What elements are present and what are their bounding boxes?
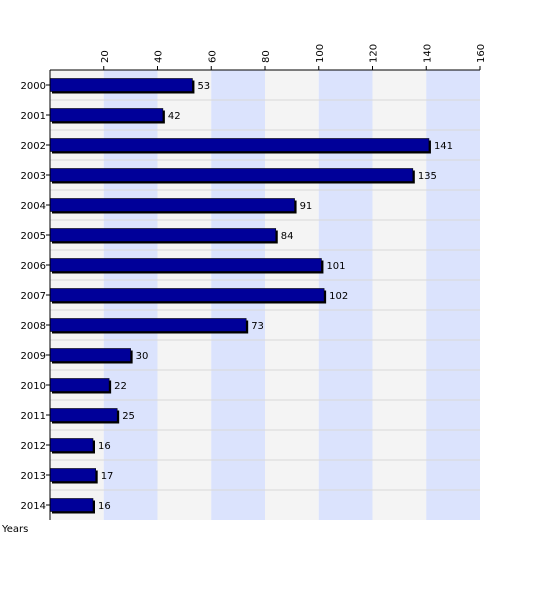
bar-value-label: 16 bbox=[98, 441, 111, 452]
category-label: 2000 bbox=[21, 81, 46, 92]
x-tick-label: 40 bbox=[154, 50, 165, 63]
bar bbox=[49, 198, 295, 212]
bar-value-label: 53 bbox=[197, 81, 210, 92]
x-tick-label: 140 bbox=[422, 44, 433, 63]
bar-value-label: 84 bbox=[281, 231, 294, 242]
bar-value-label: 135 bbox=[418, 171, 437, 182]
category-label: 2008 bbox=[21, 321, 46, 332]
bar bbox=[49, 498, 94, 512]
bar-value-label: 17 bbox=[101, 471, 114, 482]
row-gridlines bbox=[50, 99, 480, 491]
x-tick-label: 60 bbox=[207, 50, 218, 63]
category-label: 2014 bbox=[21, 501, 46, 512]
category-labels: 2000 2001 2002 2003 2004 2005 2006 2007 2008 2009… bbox=[21, 81, 50, 512]
x-axis-ticks: 20 40 60 80 100 120 140 160 bbox=[100, 44, 487, 70]
x-tick-label: 100 bbox=[315, 44, 326, 63]
bar bbox=[49, 468, 96, 482]
category-label: 2005 bbox=[21, 231, 46, 242]
bars: 53 42 141 135 91 84 101 102 73 30 22 25 16 17 16 bbox=[49, 78, 453, 514]
bar-value-label: 101 bbox=[326, 261, 345, 272]
category-label: 2004 bbox=[21, 201, 46, 212]
bar-value-label: 42 bbox=[168, 111, 181, 122]
band-120 bbox=[372, 70, 427, 520]
bar bbox=[49, 258, 322, 272]
x-tick-label: 20 bbox=[100, 50, 111, 63]
category-label: 2007 bbox=[21, 291, 46, 302]
bar bbox=[49, 228, 277, 242]
y-axis-title: Years bbox=[1, 524, 28, 535]
category-label: 2010 bbox=[21, 381, 46, 392]
bar-value-label: 30 bbox=[136, 351, 149, 362]
bar-value-label: 141 bbox=[434, 141, 453, 152]
category-label: 2013 bbox=[21, 471, 46, 482]
bar bbox=[49, 288, 325, 302]
bar bbox=[49, 438, 94, 452]
bar-value-label: 102 bbox=[329, 291, 348, 302]
bar-value-label: 22 bbox=[114, 381, 127, 392]
x-tick-label: 160 bbox=[476, 44, 487, 63]
category-label: 2012 bbox=[21, 441, 46, 452]
bar-value-label: 16 bbox=[98, 501, 111, 512]
category-label: 2009 bbox=[21, 351, 46, 362]
bar bbox=[49, 378, 110, 392]
bar bbox=[49, 78, 193, 92]
bar-value-label: 73 bbox=[251, 321, 264, 332]
x-tick-label: 120 bbox=[369, 44, 380, 63]
bar-value-label: 25 bbox=[122, 411, 135, 422]
bar bbox=[49, 168, 414, 182]
band-140 bbox=[426, 70, 480, 520]
bar bbox=[49, 138, 430, 152]
bar bbox=[49, 318, 247, 332]
x-tick-label: 80 bbox=[261, 50, 272, 63]
bar bbox=[49, 108, 164, 122]
bar bbox=[49, 348, 131, 362]
category-label: 2003 bbox=[21, 171, 46, 182]
category-label: 2001 bbox=[21, 111, 46, 122]
category-label: 2002 bbox=[21, 141, 46, 152]
category-label: 2006 bbox=[21, 261, 46, 272]
category-label: 2011 bbox=[21, 411, 46, 422]
bar bbox=[49, 408, 118, 422]
bar-value-label: 91 bbox=[300, 201, 313, 212]
